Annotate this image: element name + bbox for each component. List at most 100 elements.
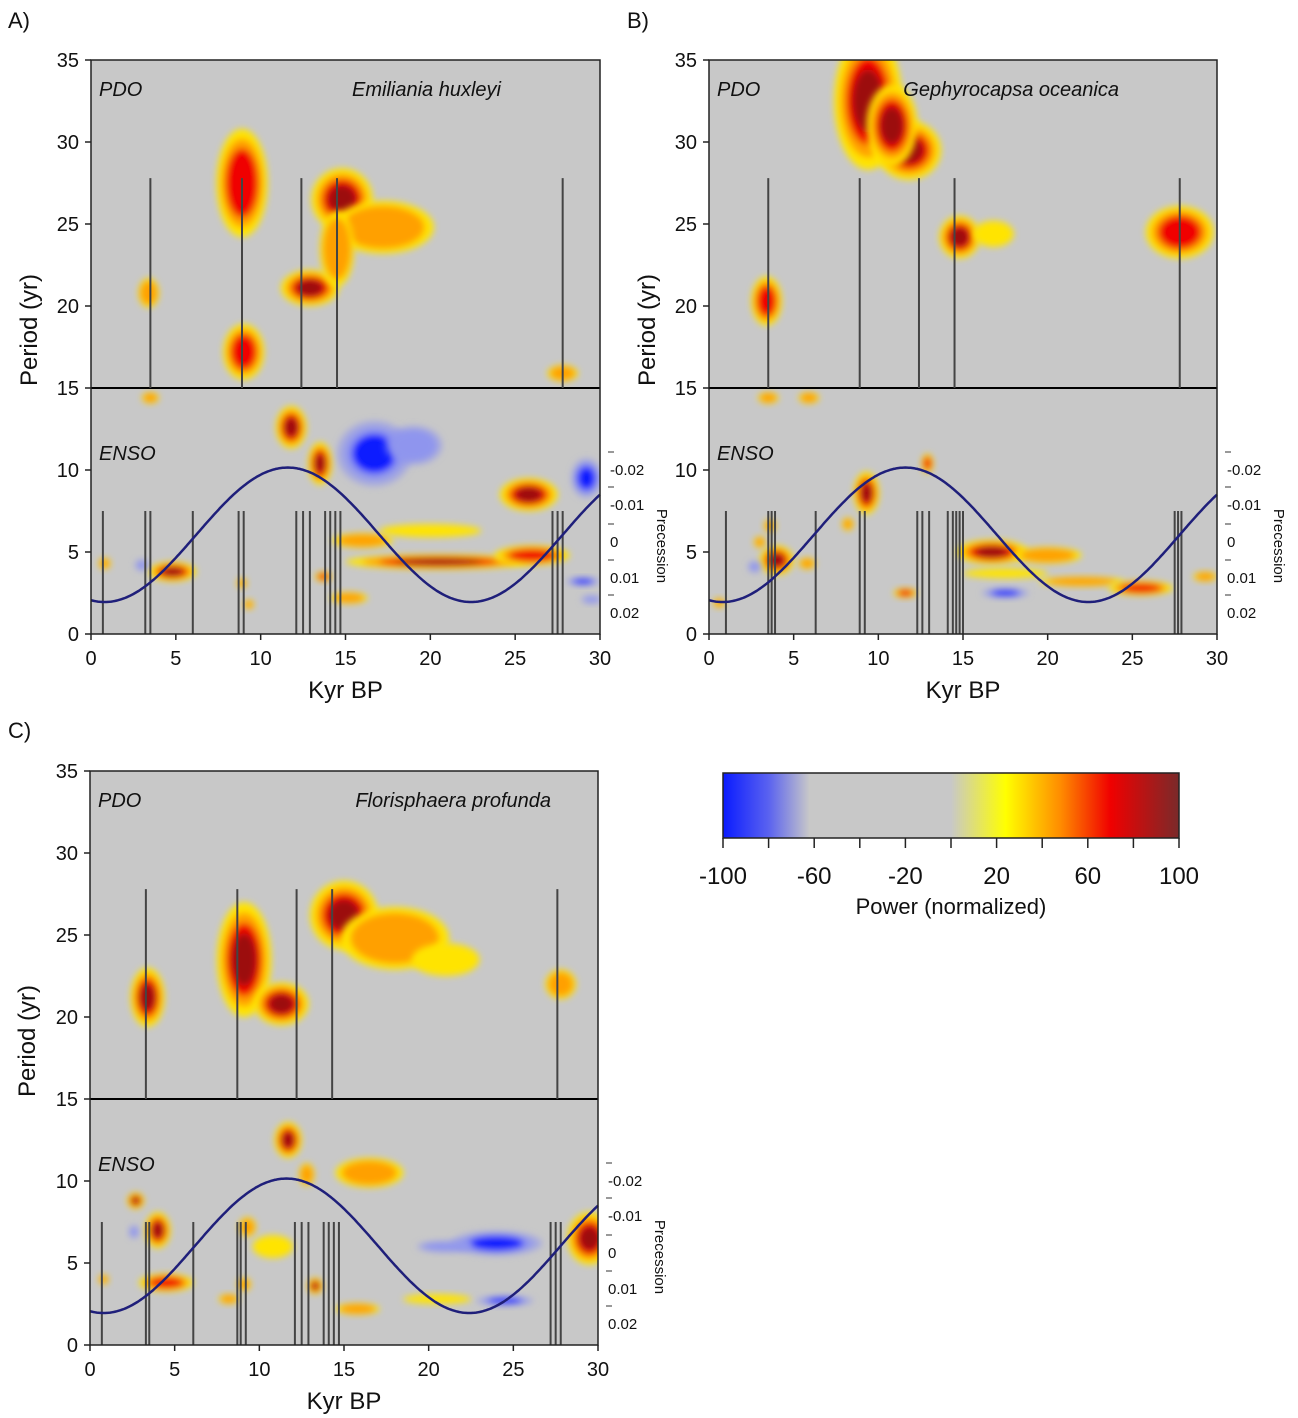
pdo-region-label: PDO [717, 79, 760, 101]
blob-contour [515, 487, 543, 503]
precession-tick-label: -0.02 [1227, 462, 1261, 479]
x-axis-title: Kyr BP [926, 677, 1001, 704]
power-blob [939, 215, 980, 259]
blob-contour [99, 1275, 108, 1284]
blob-contour [579, 1226, 598, 1251]
blob-contour [923, 457, 932, 470]
precession-tick-label: -0.01 [608, 1208, 642, 1225]
x-tick-label: 30 [589, 648, 611, 670]
y-tick-label: 25 [57, 214, 79, 236]
precession-tick-label: -0.02 [608, 1173, 642, 1190]
y-axis-title: Period (yr) [14, 985, 41, 1097]
power-blob [275, 406, 307, 449]
x-tick-label: 25 [504, 648, 526, 670]
blob-contour [1195, 572, 1215, 581]
y-tick-label: 25 [56, 925, 78, 947]
blob-contour [411, 943, 480, 976]
y-tick-label: 10 [675, 460, 697, 482]
panel-letter: A) [8, 8, 30, 33]
power-blob [98, 557, 111, 570]
blob-contour [328, 185, 357, 214]
blob-contour [842, 518, 853, 530]
y-tick-label: 35 [675, 50, 697, 72]
panel-letter: B) [627, 8, 649, 33]
y-tick-label: 20 [675, 296, 697, 318]
power-blob [239, 1217, 256, 1237]
blob-contour [390, 429, 437, 462]
x-tick-label: 30 [1206, 648, 1228, 670]
colorbar: -100 -60 -20 20 60 100 Power (normalized) [699, 772, 1199, 919]
power-blob [963, 568, 1048, 579]
species-name: Gephyrocapsa oceanica [903, 79, 1119, 101]
y-axis-title: Period (yr) [634, 274, 661, 386]
precession-tick-label: -0.02 [610, 462, 644, 479]
y-tick-label: 0 [68, 624, 79, 646]
power-blob [567, 1212, 598, 1265]
blob-contour [572, 579, 594, 584]
blob-contour [240, 1218, 255, 1235]
y-axis-title: Period (yr) [16, 274, 43, 386]
power-blob [866, 84, 918, 167]
power-blob [798, 557, 816, 570]
species-name: Florisphaera profunda [355, 790, 551, 812]
blob-contour [963, 568, 1048, 579]
power-blob [416, 1240, 475, 1253]
power-blob [1193, 571, 1217, 582]
blob-contour [300, 1165, 313, 1184]
y-tick-label: 35 [57, 50, 79, 72]
event-lines [101, 178, 564, 634]
blob-contour [339, 1304, 376, 1314]
power-blob [237, 1277, 251, 1291]
y-tick-label: 25 [675, 214, 697, 236]
blob-contour [151, 1221, 164, 1239]
pdo-region-label: PDO [98, 790, 141, 812]
blob-contour [281, 1131, 295, 1149]
blob-contour [860, 483, 873, 503]
x-tick-label: 15 [334, 648, 356, 670]
power-blob [145, 1212, 171, 1249]
blob-contour [143, 393, 158, 403]
power-blob [384, 425, 443, 466]
x-tick-label: 10 [867, 648, 889, 670]
precession-tick-label: 0 [1227, 534, 1235, 551]
power-blob [751, 276, 782, 326]
blob-contour [99, 558, 110, 569]
blob-contour [395, 558, 482, 566]
panel-letter: C) [8, 718, 31, 743]
power-blob [841, 517, 854, 531]
blob-contour [478, 1238, 515, 1249]
y-tick-label: 5 [686, 542, 697, 564]
precession-tick-label: 0.01 [608, 1281, 637, 1298]
power-blob [138, 278, 159, 308]
x-tick-label: 10 [248, 1359, 270, 1381]
x-tick-label: 20 [1037, 648, 1059, 670]
colorbar-tick-label: -60 [797, 863, 832, 890]
power-blob [135, 559, 149, 571]
y-tick-label: 20 [57, 296, 79, 318]
blob-contour [131, 1196, 140, 1205]
power-blob [545, 969, 576, 999]
y-tick-label: 30 [56, 843, 78, 865]
colorbar-title: Power (normalized) [856, 894, 1047, 919]
enso-region-label: ENSO [717, 443, 774, 465]
blob-contour [231, 933, 257, 987]
precession-curve [89, 1177, 599, 1315]
blob-contour [583, 596, 600, 603]
blob-contour [284, 417, 299, 438]
power-blob [335, 1158, 404, 1188]
blob-contour [161, 567, 184, 577]
power-blob [973, 220, 1014, 247]
y-tick-label: 5 [67, 1253, 78, 1275]
power-blob [921, 453, 934, 474]
blob-contour [800, 393, 818, 403]
blob-contour [341, 1160, 398, 1185]
x-axis-title: Kyr BP [307, 1388, 382, 1415]
power-blob [314, 571, 332, 582]
y-tick-label: 5 [68, 542, 79, 564]
power-blob [98, 1274, 109, 1285]
plot-background [90, 771, 598, 1345]
y-tick-label: 10 [57, 460, 79, 482]
x-tick-label: 10 [250, 648, 272, 670]
power-blob [759, 545, 794, 575]
precession-tick-label: 0.01 [1227, 570, 1256, 587]
